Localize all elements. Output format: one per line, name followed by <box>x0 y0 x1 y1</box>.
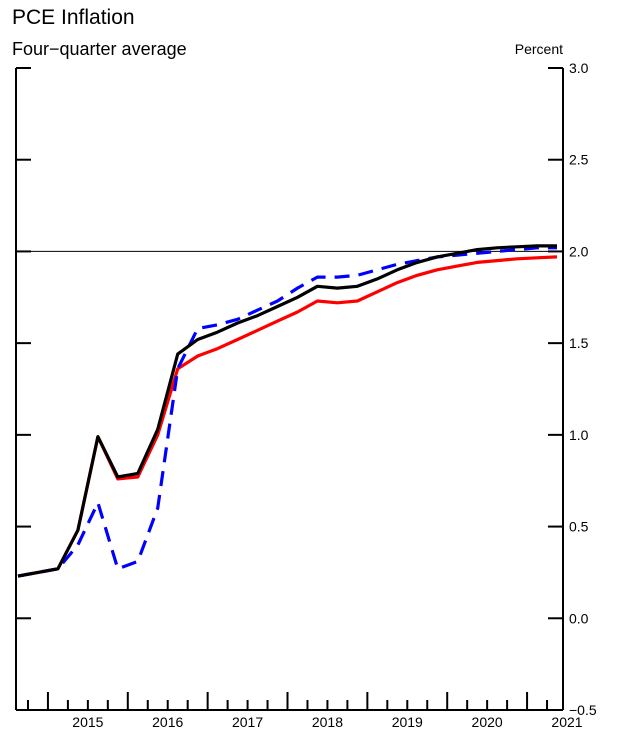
y-axis-group: −0.5 0.0 0.5 1.0 1.5 2.0 2.5 3.0 <box>16 60 597 718</box>
series-line-2 <box>17 246 557 578</box>
x-tick-label: 2020 <box>472 714 503 730</box>
y-tick-label: 0.5 <box>569 519 589 535</box>
x-tick-label: 2016 <box>152 714 183 730</box>
x-tick-label: 2018 <box>312 714 343 730</box>
y-tick-label: 2.5 <box>569 152 589 168</box>
x-tick-label: 2019 <box>392 714 423 730</box>
y-tick-label: 1.5 <box>569 335 589 351</box>
y-axis-label: Percent <box>515 41 563 57</box>
y-tick-label: 2.0 <box>569 243 589 259</box>
chart-subtitle: Four−quarter average <box>12 39 187 59</box>
y-tick-label: 1.0 <box>569 427 589 443</box>
plot-frame-group <box>15 68 564 711</box>
x-tick-label: 2021 <box>551 714 582 730</box>
y-tick-label: −0.5 <box>569 702 597 718</box>
y-tick-label: 3.0 <box>569 60 589 76</box>
series-line-3 <box>17 244 557 578</box>
y-tick-label: 0.0 <box>569 610 589 626</box>
x-tick-label: 2017 <box>232 714 263 730</box>
x-axis-group: 2015 2016 2017 2018 2019 2020 2021 <box>26 692 583 730</box>
series-group <box>17 244 558 578</box>
series-line-1 <box>17 255 558 578</box>
chart-title: PCE Inflation <box>12 6 135 29</box>
x-tick-label: 2015 <box>72 714 103 730</box>
